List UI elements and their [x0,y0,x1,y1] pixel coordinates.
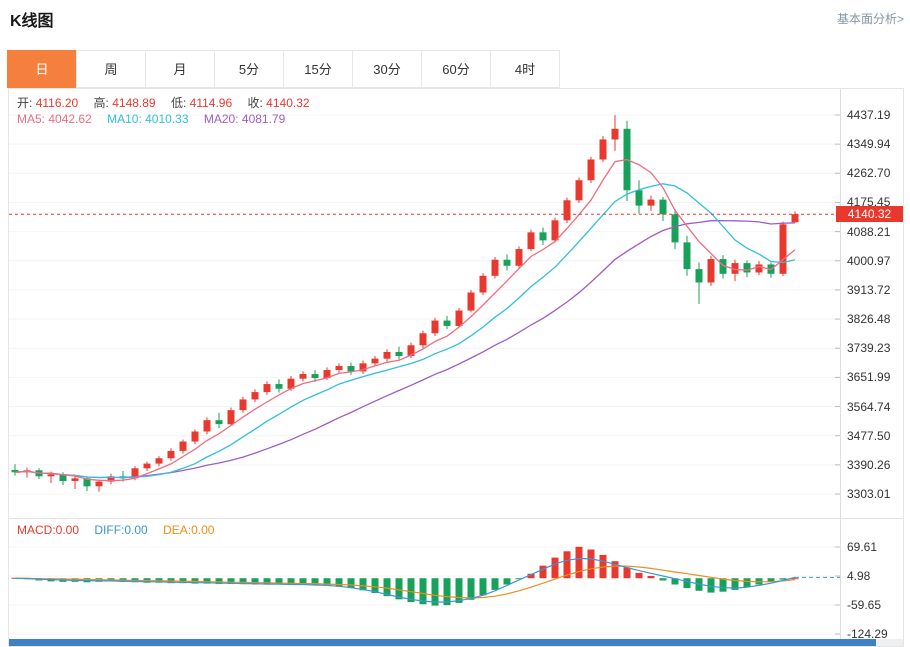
price-axis-label: 3390.26 [847,457,891,472]
close-value: 4140.32 [266,96,310,110]
ohlc-legend: 开: 4116.20 高: 4148.89 低: 4114.96 收: 4140… [17,94,322,111]
timeframe-tab-15分[interactable]: 15分 [283,50,353,88]
timeframe-tab-5分[interactable]: 5分 [214,50,284,88]
ma20-value: 4081.79 [241,112,286,126]
price-axis-label: 3739.23 [847,341,891,356]
price-axis-label: 4262.70 [847,166,891,181]
high-label: 高: [93,96,109,110]
price-axis-label: 4349.94 [847,137,891,152]
price-axis-label: 3477.50 [847,428,891,443]
timeframe-tab-30分[interactable]: 30分 [352,50,422,88]
open-label: 开: [17,96,33,110]
low-value: 4114.96 [189,96,233,110]
high-value: 4148.89 [112,96,156,110]
price-axis-label: 4088.21 [847,224,891,239]
ma10-legend: MA10: 4010.33 [107,112,192,126]
dea-label: DEA: [163,523,192,537]
diff-value-legend: DIFF:0.00 [94,523,151,537]
macd-legend: MACD:0.00 DIFF:0.00 DEA:0.00 [17,523,226,537]
timeframe-tab-4时[interactable]: 4时 [490,50,560,88]
macd-value: 0.00 [55,523,80,537]
ma-legend: MA5: 4042.62 MA10: 4010.33 MA20: 4081.79 [17,112,297,126]
macd-axis-label: 4.98 [847,568,871,583]
open-value: 4116.20 [35,96,79,110]
dea-value: 0.00 [191,523,215,537]
macd-axis-label: -59.65 [847,597,882,612]
current-price-badge: 4140.32 [836,206,903,223]
timeframe-tab-日[interactable]: 日 [7,50,77,88]
macd-chart[interactable] [9,519,841,646]
price-axis-label: 4000.97 [847,253,891,268]
chart-scrollbar[interactable] [9,639,903,646]
timeframe-tab-60分[interactable]: 60分 [421,50,491,88]
scrollbar-thumb[interactable] [9,639,877,646]
page-title: K线图 [10,13,54,30]
macd-value-legend: MACD:0.00 [17,523,82,537]
price-axis-label: 3913.72 [847,282,891,297]
price-axis-label: 4437.19 [847,108,891,122]
chart-container: 开: 4116.20 高: 4148.89 低: 4114.96 收: 4140… [8,88,904,647]
price-axis-label: 3564.74 [847,399,891,414]
ma10-label: MA10: [107,112,142,126]
diff-label: DIFF: [94,523,125,537]
price-axis: 4437.19 4349.94 4262.70 4175.45 4088.21 4000.… [847,89,903,519]
price-axis-label: 4175.45 [847,195,891,210]
macd-axis: 69.61 4.98 -59.65 -124.29 [847,89,903,646]
price-axis-label: 3826.48 [847,312,891,327]
candlestick-chart[interactable] [9,89,841,519]
close-label: 收: [247,96,263,110]
ma20-legend: MA20: 4081.79 [204,112,285,126]
diff-value: 0.00 [124,523,148,537]
low-label: 低: [170,96,187,110]
ma10-value: 4010.33 [145,112,189,126]
macd-axis-label: 69.61 [847,540,878,554]
timeframe-tab-周[interactable]: 周 [76,50,146,88]
ma20-label: MA20: [203,112,239,126]
dea-value-legend: DEA:0.00 [163,523,214,537]
price-axis-label: 3303.01 [847,487,891,501]
timeframe-tabs: 日周月 5分 15分 30分 60分 4时 [7,50,560,88]
ma5-value: 4042.62 [48,112,92,126]
macd-axis-label: -124.29 [847,627,888,641]
macd-label: MACD: [17,523,56,537]
fundamental-analysis-link[interactable]: 基本面分析> [836,12,904,26]
timeframe-tab-月[interactable]: 月 [145,50,215,88]
price-axis-label: 3651.99 [847,370,891,385]
ma5-label: MA5: [17,112,46,126]
ma5-legend: MA5: 4042.62 [17,112,95,126]
panel-divider [9,518,903,519]
